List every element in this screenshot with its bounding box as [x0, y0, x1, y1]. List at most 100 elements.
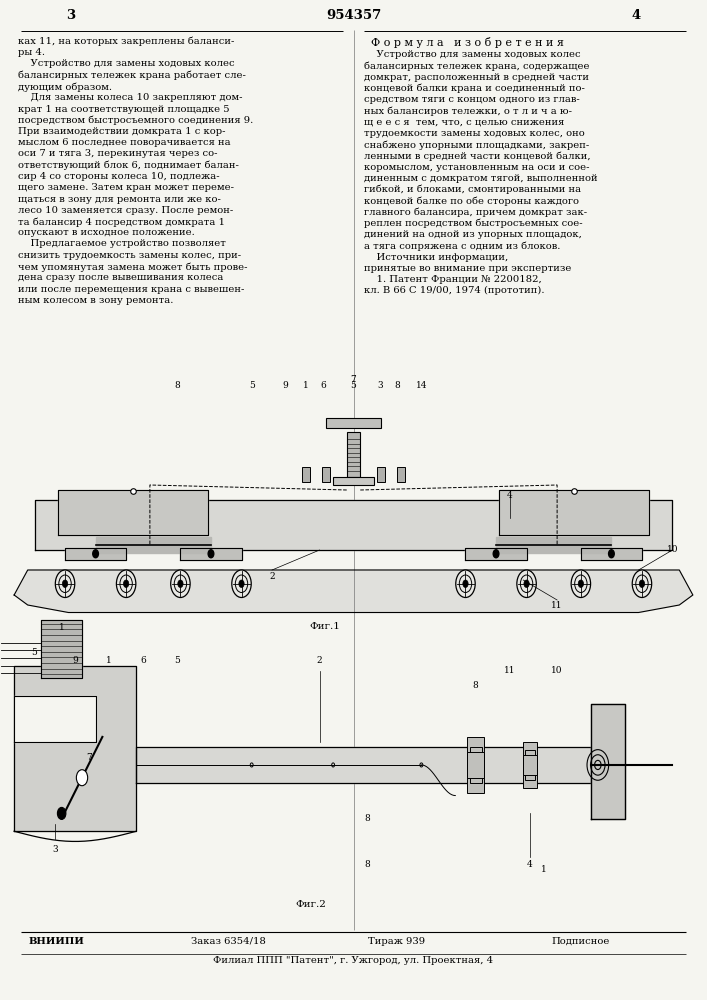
- Text: При взаимодействии домкрата 1 с кор-: При взаимодействии домкрата 1 с кор-: [18, 127, 225, 136]
- Text: 9: 9: [283, 380, 288, 389]
- Text: балансирных тележек крана, содержащее: балансирных тележек крана, содержащее: [364, 61, 590, 71]
- Circle shape: [632, 570, 652, 597]
- Circle shape: [456, 570, 475, 597]
- Text: Предлагаемое устройство позволяет: Предлагаемое устройство позволяет: [18, 239, 226, 248]
- Text: главного балансира, причем домкрат зак-: главного балансира, причем домкрат зак-: [364, 208, 588, 217]
- Circle shape: [239, 580, 244, 587]
- FancyBboxPatch shape: [469, 747, 481, 783]
- Text: 8: 8: [364, 860, 370, 869]
- FancyBboxPatch shape: [467, 752, 484, 778]
- Text: 954357: 954357: [326, 9, 381, 22]
- Circle shape: [578, 580, 583, 587]
- Text: динений на одной из упорных площадок,: динений на одной из упорных площадок,: [364, 230, 582, 239]
- Text: 4: 4: [631, 9, 641, 22]
- Text: а тяга сопряжена с одним из блоков.: а тяга сопряжена с одним из блоков.: [364, 241, 561, 251]
- Circle shape: [609, 550, 614, 558]
- Text: снабжено упорными площадками, закреп-: снабжено упорными площадками, закреп-: [364, 140, 590, 149]
- Polygon shape: [41, 620, 82, 678]
- Text: 4: 4: [527, 860, 533, 869]
- Text: Источники информации,: Источники информации,: [364, 253, 508, 262]
- Text: 3: 3: [378, 380, 383, 389]
- Polygon shape: [499, 490, 649, 535]
- Text: щаться в зону для ремонта или же ко-: щаться в зону для ремонта или же ко-: [18, 194, 221, 204]
- Circle shape: [55, 570, 75, 597]
- Text: ры 4.: ры 4.: [18, 48, 45, 57]
- Text: 10: 10: [551, 666, 563, 675]
- Text: ответствующий блок 6, поднимает балан-: ответствующий блок 6, поднимает балан-: [18, 161, 238, 170]
- Polygon shape: [14, 570, 693, 612]
- FancyBboxPatch shape: [377, 467, 385, 482]
- Text: 10: 10: [667, 546, 678, 554]
- Text: 1. Патент Франции № 2200182,: 1. Патент Франции № 2200182,: [364, 275, 542, 284]
- Polygon shape: [136, 747, 591, 783]
- Text: чем упомянутая замена может быть прове-: чем упомянутая замена может быть прове-: [18, 262, 247, 271]
- Polygon shape: [496, 537, 612, 553]
- Circle shape: [517, 570, 537, 597]
- Polygon shape: [65, 548, 126, 560]
- Text: снизить трудоемкость замены колес, при-: снизить трудоемкость замены колес, при-: [18, 251, 241, 260]
- Text: домкрат, расположенный в средней части: домкрат, расположенный в средней части: [364, 73, 589, 82]
- Polygon shape: [591, 704, 625, 818]
- Text: оси 7 и тяга 3, перекинутая через со-: оси 7 и тяга 3, перекинутая через со-: [18, 149, 217, 158]
- Circle shape: [595, 760, 601, 770]
- Circle shape: [493, 550, 499, 558]
- FancyBboxPatch shape: [525, 750, 535, 780]
- Polygon shape: [95, 537, 211, 553]
- Text: Фиг.1: Фиг.1: [310, 622, 341, 631]
- Text: 11: 11: [504, 666, 515, 675]
- FancyBboxPatch shape: [333, 477, 374, 485]
- Text: 14: 14: [416, 380, 427, 389]
- Text: балансирных тележек крана работает сле-: балансирных тележек крана работает сле-: [18, 71, 245, 80]
- FancyBboxPatch shape: [322, 467, 330, 482]
- Polygon shape: [58, 490, 208, 535]
- Text: ВНИИПИ: ВНИИПИ: [28, 937, 84, 946]
- Circle shape: [463, 580, 468, 587]
- Circle shape: [124, 580, 129, 587]
- Text: 5: 5: [174, 656, 180, 665]
- Text: 2: 2: [317, 656, 322, 665]
- Text: Подписное: Подписное: [551, 937, 610, 946]
- FancyBboxPatch shape: [347, 432, 360, 477]
- Text: 6: 6: [320, 380, 326, 389]
- Text: сир 4 со стороны колеса 10, подлежа-: сир 4 со стороны колеса 10, подлежа-: [18, 172, 219, 181]
- Text: 1: 1: [541, 865, 547, 874]
- FancyBboxPatch shape: [523, 742, 537, 788]
- Text: щ е е с я  тем, что, с целью снижения: щ е е с я тем, что, с целью снижения: [364, 117, 564, 126]
- Text: та балансир 4 посредством домкрата 1: та балансир 4 посредством домкрата 1: [18, 217, 225, 227]
- Text: 8: 8: [395, 380, 400, 389]
- Text: 3: 3: [52, 845, 58, 854]
- Text: или после перемещения крана с вывешен-: или после перемещения крана с вывешен-: [18, 284, 244, 294]
- Text: 5: 5: [351, 380, 356, 389]
- Text: Филиал ППП "Патент", г. Ужгород, ул. Проектная, 4: Филиал ППП "Патент", г. Ужгород, ул. Про…: [214, 956, 493, 965]
- Text: кл. В 66 С 19/00, 1974 (прототип).: кл. В 66 С 19/00, 1974 (прототип).: [364, 286, 544, 295]
- FancyBboxPatch shape: [467, 737, 484, 793]
- Text: 1: 1: [106, 656, 112, 665]
- Text: Устройство для замены ходовых колес: Устройство для замены ходовых колес: [364, 50, 580, 59]
- FancyBboxPatch shape: [397, 467, 405, 482]
- Text: диненным с домкратом тягой, выполненной: диненным с домкратом тягой, выполненной: [364, 174, 597, 183]
- Text: 4: 4: [507, 490, 513, 499]
- Polygon shape: [581, 548, 642, 560]
- Circle shape: [117, 570, 136, 597]
- Text: концевой балки крана и соединенный по-: концевой балки крана и соединенный по-: [364, 84, 585, 93]
- Text: дующим образом.: дующим образом.: [18, 82, 112, 92]
- Text: 7: 7: [351, 375, 356, 384]
- Polygon shape: [180, 548, 242, 560]
- Text: посредством быстросъемного соединения 9.: посредством быстросъемного соединения 9.: [18, 116, 253, 125]
- FancyBboxPatch shape: [523, 755, 537, 775]
- Circle shape: [524, 580, 530, 587]
- Text: 8: 8: [174, 380, 180, 389]
- Text: 5: 5: [32, 648, 37, 657]
- Text: щего замене. Затем кран может переме-: щего замене. Затем кран может переме-: [18, 183, 234, 192]
- Text: коромыслом, установленным на оси и сое-: коромыслом, установленным на оси и сое-: [364, 163, 590, 172]
- Text: 8: 8: [364, 814, 370, 823]
- Circle shape: [571, 570, 590, 597]
- Text: ках 11, на которых закреплены баланси-: ках 11, на которых закреплены баланси-: [18, 37, 234, 46]
- Text: крат 1 на соответствующей площадке 5: крат 1 на соответствующей площадке 5: [18, 104, 229, 113]
- Text: ных балансиров тележки, о т л и ч а ю-: ных балансиров тележки, о т л и ч а ю-: [364, 106, 572, 116]
- Text: Фиг.2: Фиг.2: [296, 900, 327, 909]
- Text: ленными в средней части концевой балки,: ленными в средней части концевой балки,: [364, 151, 591, 161]
- Text: мыслом 6 последнее поворачивается на: мыслом 6 последнее поворачивается на: [18, 138, 230, 147]
- Text: лесо 10 заменяется сразу. После ремон-: лесо 10 заменяется сразу. После ремон-: [18, 206, 233, 215]
- Text: гибкой, и блоками, смонтированными на: гибкой, и блоками, смонтированными на: [364, 185, 581, 194]
